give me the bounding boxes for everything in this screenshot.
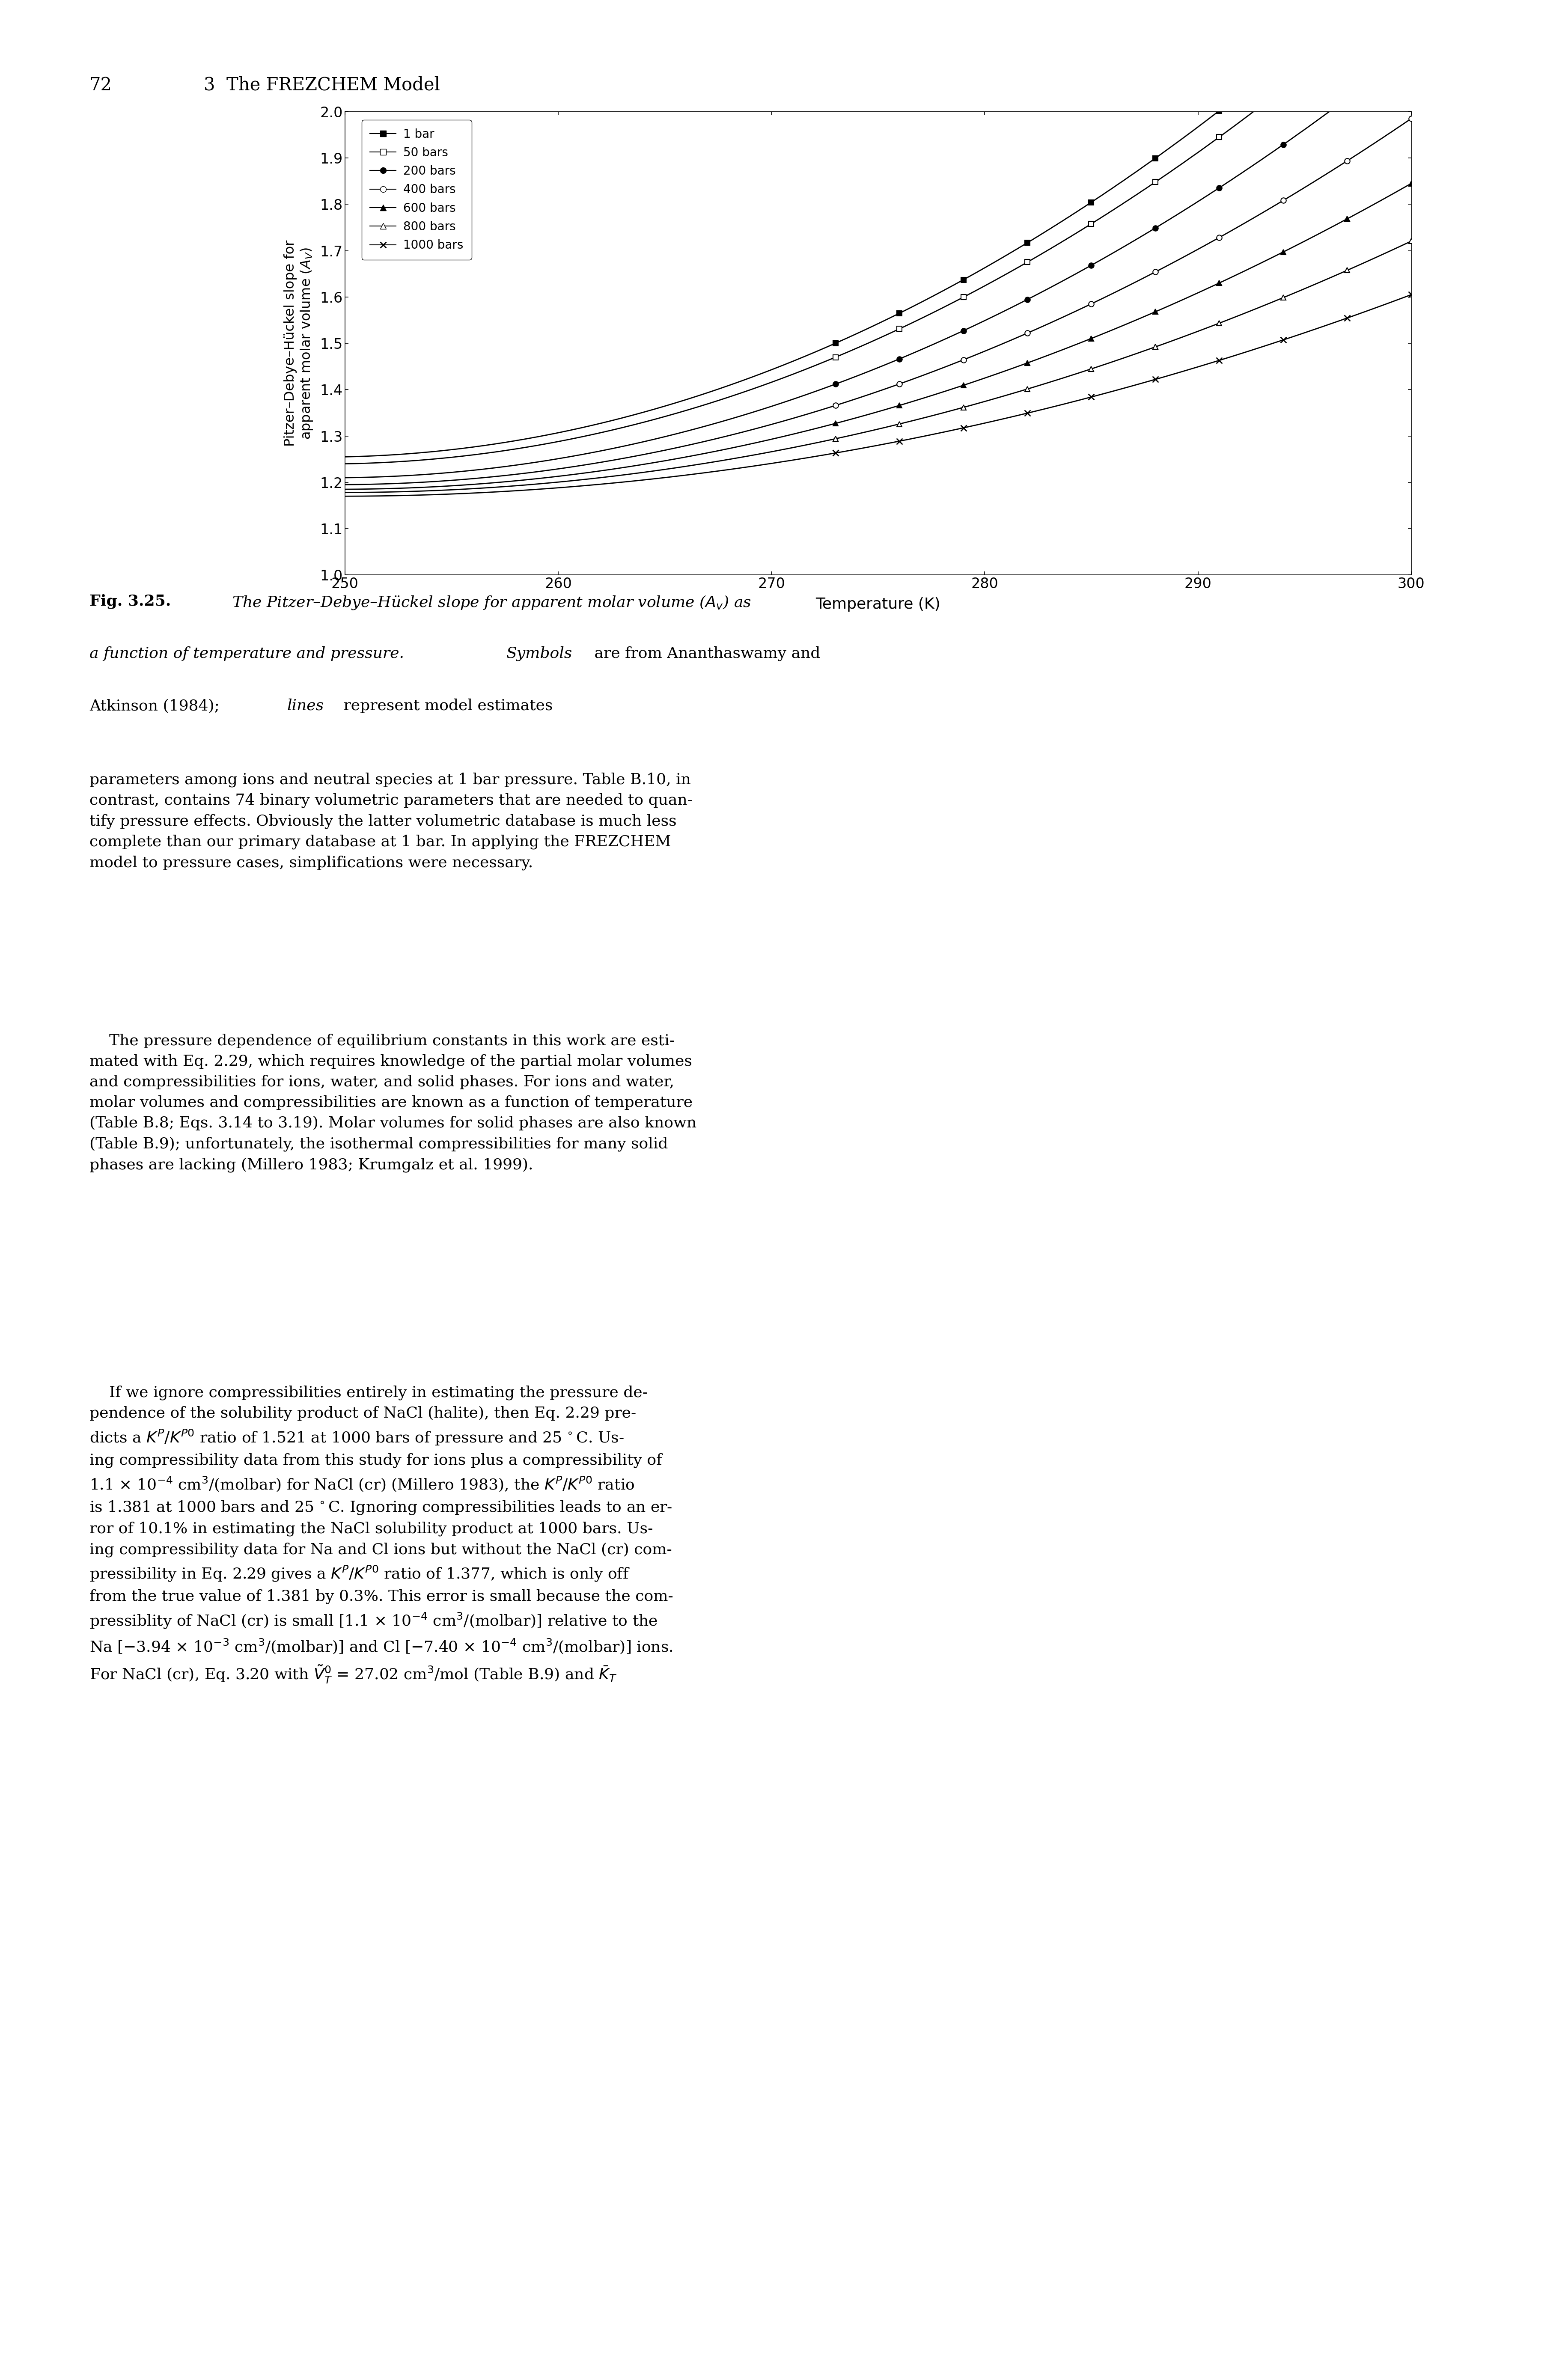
Text: parameters among ions and neutral species at 1 bar pressure. Table B.10, in
cont: parameters among ions and neutral specie… xyxy=(89,772,693,870)
Text: lines: lines xyxy=(287,699,325,713)
Text: are from Ananthaswamy and: are from Ananthaswamy and xyxy=(590,646,820,661)
Text: 3  The FREZCHEM Model: 3 The FREZCHEM Model xyxy=(204,76,441,95)
Text: 72: 72 xyxy=(89,76,113,95)
Legend: 1 bar, 50 bars, 200 bars, 400 bars, 600 bars, 800 bars, 1000 bars: 1 bar, 50 bars, 200 bars, 400 bars, 600 … xyxy=(362,119,472,259)
Text: Symbols: Symbols xyxy=(506,646,572,661)
Text: Fig. 3.25.: Fig. 3.25. xyxy=(89,594,171,608)
Text: The pressure dependence of equilibrium constants in this work are esti-
mated wi: The pressure dependence of equilibrium c… xyxy=(89,1034,696,1171)
Text: represent model estimates: represent model estimates xyxy=(339,699,554,713)
Text: If we ignore compressibilities entirely in estimating the pressure de-
pendence : If we ignore compressibilities entirely … xyxy=(89,1385,673,1685)
Text: Atkinson (1984);: Atkinson (1984); xyxy=(89,699,224,713)
Text: The Pitzer–Debye–Hückel slope for apparent molar volume ($A_v$) as: The Pitzer–Debye–Hückel slope for appare… xyxy=(232,594,751,611)
X-axis label: Temperature (K): Temperature (K) xyxy=(815,596,941,611)
Y-axis label: Pitzer–Debye–Hückel slope for
apparent molar volume ($A_V$): Pitzer–Debye–Hückel slope for apparent m… xyxy=(284,240,314,447)
Text: a function of temperature and pressure.: a function of temperature and pressure. xyxy=(89,646,409,661)
